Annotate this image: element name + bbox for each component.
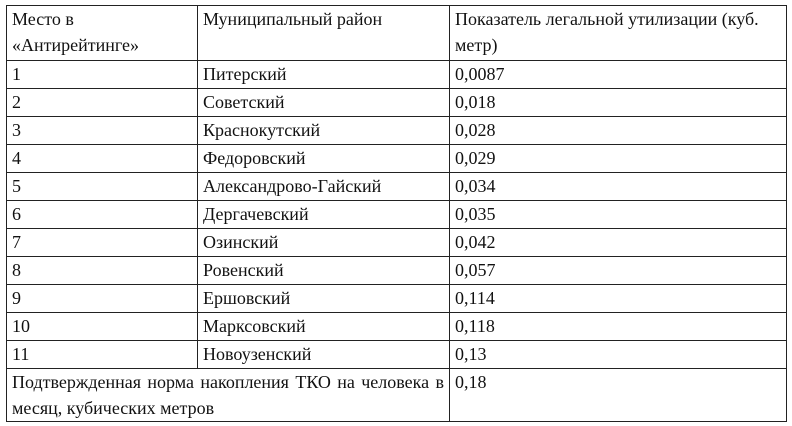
table-row: 7 Озинский 0,042 [6, 228, 787, 257]
cell-rank: 3 [6, 116, 198, 145]
table-row: 2 Советский 0,018 [6, 88, 787, 117]
cell-rank: 10 [6, 312, 198, 341]
table-row: 1 Питерский 0,0087 [6, 60, 787, 89]
header-district: Муниципальный район [197, 5, 450, 61]
cell-district: Новоузенский [197, 340, 450, 369]
footer-value: 0,18 [449, 368, 787, 422]
cell-rank: 2 [6, 88, 198, 117]
table-row: 11 Новоузенский 0,13 [6, 340, 787, 369]
cell-value: 0,034 [449, 172, 787, 201]
cell-value: 0,114 [449, 284, 787, 313]
cell-rank: 8 [6, 256, 198, 285]
table-row: 3 Краснокутский 0,028 [6, 116, 787, 145]
table-footer-row: Подтвержденная норма накопления ТКО на ч… [6, 368, 787, 422]
header-value: Показатель легальной утилизации (куб. ме… [449, 5, 787, 61]
footer-label: Подтвержденная норма накопления ТКО на ч… [6, 368, 450, 422]
cell-district: Федоровский [197, 144, 450, 173]
table-row: 5 Александрово-Гайский 0,034 [6, 172, 787, 201]
cell-district: Александрово-Гайский [197, 172, 450, 201]
cell-value: 0,018 [449, 88, 787, 117]
cell-value: 0,118 [449, 312, 787, 341]
cell-rank: 9 [6, 284, 198, 313]
cell-district: Советский [197, 88, 450, 117]
table-row: 10 Марксовский 0,118 [6, 312, 787, 341]
cell-rank: 6 [6, 200, 198, 229]
cell-district: Ровенский [197, 256, 450, 285]
table-row: 9 Ершовский 0,114 [6, 284, 787, 313]
cell-rank: 7 [6, 228, 198, 257]
cell-rank: 1 [6, 60, 198, 89]
cell-district: Дергачевский [197, 200, 450, 229]
cell-value: 0,028 [449, 116, 787, 145]
cell-rank: 4 [6, 144, 198, 173]
table-header-row: Место в «Антирейтинге» Муниципальный рай… [6, 5, 787, 61]
cell-value: 0,0087 [449, 60, 787, 89]
cell-district: Ершовский [197, 284, 450, 313]
table-row: 8 Ровенский 0,057 [6, 256, 787, 285]
cell-value: 0,035 [449, 200, 787, 229]
cell-district: Питерский [197, 60, 450, 89]
cell-rank: 5 [6, 172, 198, 201]
cell-rank: 11 [6, 340, 198, 369]
cell-district: Краснокутский [197, 116, 450, 145]
table-row: 6 Дергачевский 0,035 [6, 200, 787, 229]
anti-rating-table: Место в «Антирейтинге» Муниципальный рай… [6, 5, 787, 422]
cell-district: Марксовский [197, 312, 450, 341]
cell-value: 0,042 [449, 228, 787, 257]
cell-value: 0,057 [449, 256, 787, 285]
header-rank: Место в «Антирейтинге» [6, 5, 198, 61]
cell-district: Озинский [197, 228, 450, 257]
cell-value: 0,029 [449, 144, 787, 173]
cell-value: 0,13 [449, 340, 787, 369]
table-row: 4 Федоровский 0,029 [6, 144, 787, 173]
